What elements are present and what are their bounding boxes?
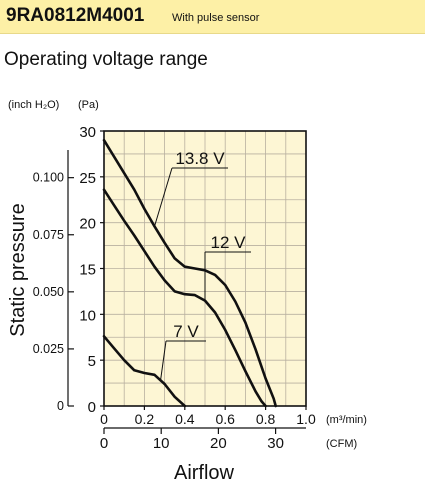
y-tick-label: 0 xyxy=(88,399,96,416)
series-leader-0 xyxy=(154,167,173,227)
chart-subtitle: Operating voltage range xyxy=(4,49,208,70)
model-note: With pulse sensor xyxy=(172,12,260,24)
x-unit-primary: (m³/min) xyxy=(326,414,367,426)
x2-tick-label: 10 xyxy=(153,435,170,452)
y-tick-label: 25 xyxy=(79,170,96,187)
x-tick-label: 0 xyxy=(100,411,108,427)
series-leader-2 xyxy=(160,340,167,381)
y-unit-primary: (Pa) xyxy=(78,99,99,111)
x-unit-secondary: (CFM) xyxy=(326,438,357,450)
y-tick-label: 30 xyxy=(79,124,96,141)
series-label-0: 13.8 V xyxy=(175,149,225,168)
model-title: 9RA0812M4001 xyxy=(6,5,145,26)
x-tick-label: 0.8 xyxy=(256,411,276,427)
series-line-1 xyxy=(102,188,267,408)
header-bar xyxy=(0,0,425,34)
x-axis-title: Airflow xyxy=(174,462,235,484)
series-line-2 xyxy=(102,335,187,408)
y2-tick-label: 0 xyxy=(57,399,64,413)
y2-tick-label: 0.025 xyxy=(33,342,64,356)
x-tick-label: 0.2 xyxy=(135,411,155,427)
y-unit-secondary: (inch H₂O) xyxy=(8,99,59,111)
x-tick-label: 0.4 xyxy=(175,411,195,427)
y2-tick-label: 0.075 xyxy=(33,228,64,242)
y2-tick-label: 0.050 xyxy=(33,285,64,299)
y2-tick-label: 0.100 xyxy=(33,171,64,185)
series-label-1: 12 V xyxy=(211,233,247,252)
x-tick-label: 0.6 xyxy=(215,411,235,427)
series-label-2: 7 V xyxy=(173,322,199,341)
y-tick-label: 15 xyxy=(79,262,96,279)
y-tick-label: 10 xyxy=(79,307,96,324)
y-tick-label: 5 xyxy=(88,353,96,370)
x2-tick-label: 30 xyxy=(267,435,284,452)
x-tick-label: 1.0 xyxy=(296,411,316,427)
y-axis-title: Static pressure xyxy=(7,203,29,336)
series-line-0 xyxy=(102,138,277,408)
x2-tick-label: 0 xyxy=(100,435,108,452)
y-tick-label: 20 xyxy=(79,216,96,233)
x2-tick-label: 20 xyxy=(210,435,227,452)
